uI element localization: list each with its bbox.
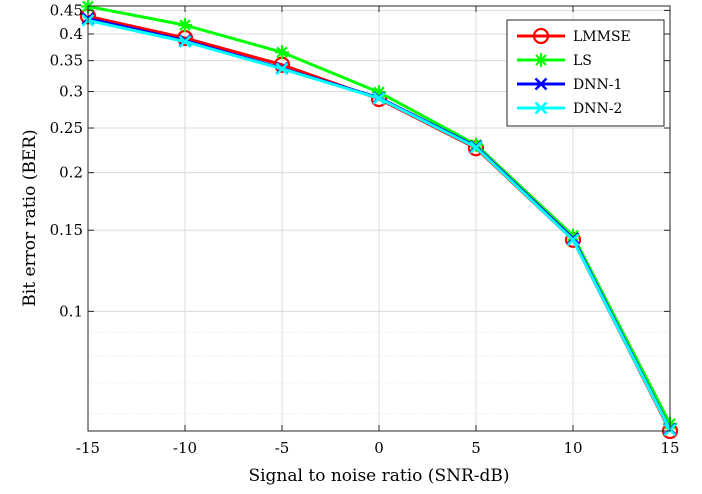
x-tick-label: -5 [275,439,290,457]
data-point-dnn-2 [178,35,192,48]
legend-label-ls: LS [573,53,592,69]
x-tick-label: 5 [471,439,481,457]
y-axis-label: Bit error ratio (BER) [20,129,40,306]
x-tick-label: 10 [563,439,582,457]
data-point-ls [275,45,289,60]
legend-marker-ls [534,53,548,67]
legend-entry-dnn-2: DNN-2 [517,101,622,117]
y-tick-label: 0.1 [59,302,83,320]
legend-entry-lmmse: LMMSE [517,27,631,45]
x-tick-label: -10 [173,439,197,457]
data-point-ls [566,228,580,243]
legend: LMMSE LS DNN-1 DNN-2 [506,19,665,127]
x-axis-label: Signal to noise ratio (SNR-dB) [248,466,509,486]
legend-marker-dnn-1 [534,77,548,91]
y-tick-label: 0.4 [59,25,83,43]
legend-entry-ls: LS [517,53,592,69]
x-tick-label: -15 [76,439,100,457]
y-tick-label: 0.25 [50,119,83,137]
ticks-layer: 0.1 0.15 0.2 0.25 0.3 0.35 0.4 0.45 -15 -10 -5 0 5 10… [50,1,680,457]
legend-entry-dnn-1: DNN-1 [517,77,622,93]
data-point-dnn-2 [469,140,483,154]
legend-marker-dnn-2 [534,101,548,115]
y-tick-label: 0.3 [59,83,83,101]
x-tick-label: 0 [374,439,384,457]
data-point-ls [372,85,386,100]
legend-label-lmmse: LMMSE [573,29,631,45]
y-tick-label: 0.45 [50,1,83,19]
legend-label-dnn-2: DNN-2 [573,101,622,117]
legend-marker-lmmse [532,27,550,45]
data-point-dnn-2 [372,91,386,105]
series-layer [79,0,679,440]
data-point-dnn-2 [566,233,580,247]
legend-label-dnn-1: DNN-1 [573,77,622,93]
y-tick-label: 0.35 [50,52,83,70]
x-tick-label: 15 [660,439,679,457]
y-tick-label: 0.15 [50,221,83,239]
data-point-ls [178,18,192,33]
data-point-dnn-2 [275,62,289,76]
y-tick-label: 0.2 [59,164,83,182]
